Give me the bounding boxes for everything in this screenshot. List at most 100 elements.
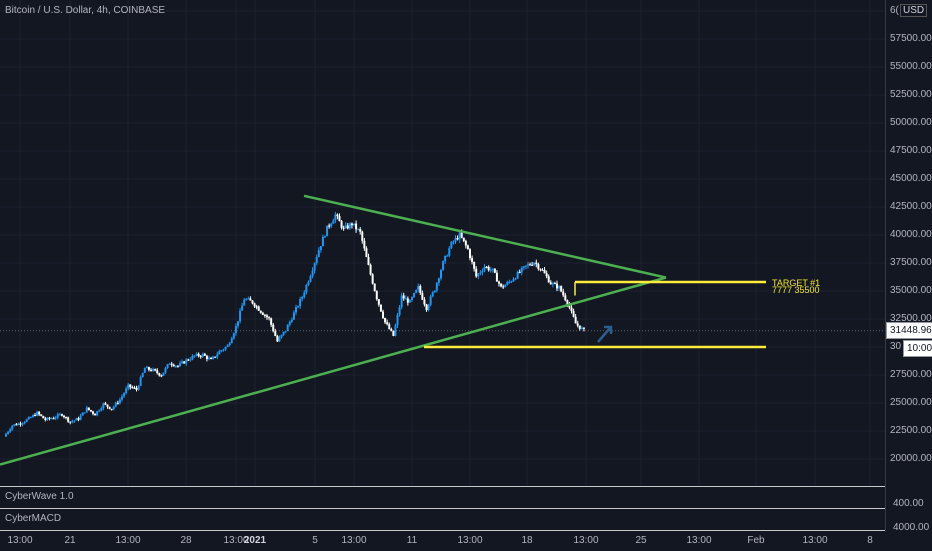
price-axis[interactable]: 6( 0 57500.00 55000.00 52500.00 50000.00 4750… bbox=[885, 0, 932, 530]
time-axis[interactable]: 13:00 21 13:00 28 13:00 2021 5 13:00 11 13:00 18 13… bbox=[0, 530, 885, 551]
candle-body bbox=[448, 248, 451, 256]
candle-body bbox=[272, 324, 275, 332]
candle-body bbox=[11, 425, 14, 430]
candle-body bbox=[396, 314, 399, 326]
candle-body bbox=[479, 272, 482, 274]
price-axis-label: 35000.00 bbox=[890, 285, 932, 296]
candle-body bbox=[116, 402, 119, 404]
candle-body bbox=[309, 276, 312, 282]
candle-body bbox=[52, 418, 55, 420]
candle-body bbox=[156, 370, 159, 374]
candle-body bbox=[9, 429, 12, 432]
price-axis-label: 32500.00 bbox=[890, 313, 932, 324]
currency-badge[interactable]: USD bbox=[900, 4, 928, 17]
candle-body bbox=[210, 358, 213, 360]
candle-body bbox=[411, 297, 413, 300]
candle-body bbox=[23, 421, 26, 424]
indicator-title[interactable]: CyberMACD bbox=[5, 513, 62, 524]
candle-body bbox=[473, 261, 476, 269]
candle-body bbox=[425, 304, 428, 311]
candle-body bbox=[259, 310, 262, 313]
candle-body bbox=[357, 229, 360, 231]
candle-body bbox=[69, 421, 72, 423]
price-axis-label: 45000.00 bbox=[890, 173, 932, 184]
candles bbox=[5, 211, 585, 437]
candle-body bbox=[5, 433, 7, 437]
candle-body bbox=[483, 266, 486, 271]
candle-body bbox=[450, 241, 453, 249]
candle-body bbox=[491, 268, 494, 270]
candle-body bbox=[471, 258, 474, 262]
candle-body bbox=[87, 407, 90, 411]
candle-body bbox=[514, 278, 517, 280]
candle-body bbox=[63, 415, 65, 418]
candle-body bbox=[413, 292, 416, 298]
candle-body bbox=[363, 240, 366, 249]
price-axis-label: 30 bbox=[890, 341, 902, 352]
candle-body bbox=[394, 325, 397, 336]
candle-body bbox=[251, 300, 254, 304]
candle-body bbox=[500, 283, 503, 287]
candle-body bbox=[379, 304, 382, 312]
candle-body bbox=[183, 361, 186, 364]
candle-body bbox=[506, 282, 509, 285]
candle-body bbox=[137, 385, 140, 390]
candle-body bbox=[224, 347, 227, 350]
candle-body bbox=[89, 410, 92, 412]
candle-body bbox=[170, 363, 173, 365]
candle-body bbox=[54, 417, 57, 419]
candle-body bbox=[228, 343, 231, 346]
candle-body bbox=[481, 270, 484, 273]
candle-body bbox=[406, 298, 409, 303]
candle-body bbox=[261, 312, 264, 315]
indicator-pane-cybermacd[interactable]: CyberMACD bbox=[0, 508, 885, 529]
time-axis-label: 11 bbox=[406, 535, 418, 546]
candle-body bbox=[203, 353, 206, 356]
candle-body bbox=[110, 408, 113, 410]
candle-body bbox=[96, 411, 99, 416]
candle-body bbox=[456, 238, 459, 240]
candle-body bbox=[564, 295, 567, 301]
candle-body bbox=[384, 317, 387, 323]
price-chart[interactable] bbox=[0, 0, 885, 487]
candle-body bbox=[179, 363, 181, 367]
candle-body bbox=[529, 264, 532, 266]
candle-body bbox=[392, 330, 395, 336]
candle-body bbox=[404, 298, 407, 300]
candle-body bbox=[216, 354, 219, 357]
candle-body bbox=[464, 240, 467, 246]
candle-body bbox=[336, 214, 339, 216]
triangle-trendline bbox=[0, 276, 667, 466]
candle-body bbox=[154, 368, 157, 371]
candle-body bbox=[77, 418, 80, 420]
price-axis-label: 55000.00 bbox=[890, 61, 932, 72]
indicator-pane-cyberwave[interactable]: CyberWave 1.0 bbox=[0, 486, 885, 507]
candle-body bbox=[71, 421, 74, 423]
candle-body bbox=[100, 408, 103, 411]
candle-body bbox=[508, 281, 511, 283]
candle-body bbox=[512, 279, 515, 282]
candle-body bbox=[187, 359, 190, 361]
candle-body bbox=[65, 417, 68, 419]
symbol-title[interactable]: Bitcoin / U.S. Dollar, 4h, COINBASE bbox=[5, 5, 166, 16]
candle-body bbox=[243, 299, 246, 306]
candle-body bbox=[158, 373, 161, 376]
candle-body bbox=[361, 231, 364, 241]
candle-body bbox=[580, 327, 583, 329]
candle-body bbox=[520, 267, 523, 273]
candle-body bbox=[181, 361, 184, 364]
candle-body bbox=[402, 295, 405, 299]
candle-body bbox=[382, 311, 384, 318]
chart-area[interactable]: Bitcoin / U.S. Dollar, 4h, COINBASE TARG… bbox=[0, 0, 885, 487]
candle-body bbox=[42, 415, 45, 419]
indicator-title[interactable]: CyberWave 1.0 bbox=[5, 491, 74, 502]
candle-body bbox=[205, 355, 208, 360]
candle-body bbox=[17, 423, 20, 426]
price-axis-label: 40000.00 bbox=[890, 229, 932, 240]
price-axis-label: 50000.00 bbox=[890, 117, 932, 128]
time-axis-label: 13:00 bbox=[223, 535, 249, 546]
candle-body bbox=[174, 365, 177, 367]
candle-body bbox=[475, 268, 478, 277]
candle-body bbox=[46, 417, 49, 421]
candle-body bbox=[313, 263, 316, 271]
